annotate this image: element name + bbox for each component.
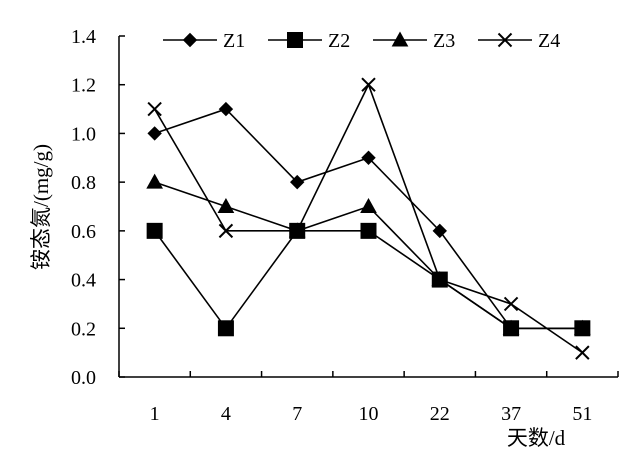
y-tick-label: 0.8	[71, 172, 96, 194]
legend-label-z2: Z2	[328, 30, 350, 52]
x-tick-label: 37	[501, 403, 521, 425]
legend-label-z4: Z4	[538, 30, 560, 52]
x-tick-label: 7	[292, 403, 302, 425]
data-point-z1	[432, 223, 447, 239]
series-z2	[146, 222, 591, 337]
data-point-z1	[361, 150, 376, 165]
data-point-z1	[147, 126, 162, 141]
data-point-z4	[147, 101, 162, 117]
data-point-z4	[361, 77, 376, 92]
legend-item-z4: Z4	[478, 30, 560, 52]
data-point-z4	[432, 272, 447, 287]
series-z1	[147, 101, 590, 336]
x-tick-label: 1	[150, 403, 160, 425]
legend-item-z3: Z3	[373, 30, 455, 52]
series-z4	[147, 77, 590, 360]
y-axis-label: 铵态氮/(mg/g)	[29, 144, 53, 270]
data-point-z4	[575, 345, 590, 360]
legend-item-z2: Z2	[268, 30, 350, 52]
data-point-z3	[574, 319, 591, 335]
data-point-z1	[290, 174, 305, 190]
axes	[118, 35, 619, 378]
data-point-z1	[218, 101, 234, 117]
tick-labels: 0.0 0.2 0.4 0.6 0.8 1.0 1.2 1.4 1 4 7 10 22 37 51	[71, 26, 592, 425]
legend-marker-z1	[182, 32, 198, 48]
x-tick-label: 22	[430, 403, 450, 425]
legend-marker-z3	[391, 31, 409, 47]
legend: Z1 Z2 Z3 Z4	[163, 30, 560, 52]
y-tick-label: 1.2	[71, 75, 96, 97]
y-tick-label: 1.4	[71, 26, 96, 48]
data-point-z4	[503, 296, 519, 312]
data-point-z3	[217, 197, 235, 213]
y-tick-label: 0.0	[71, 367, 96, 389]
data-point-z4	[218, 223, 234, 239]
x-tick-label: 10	[359, 403, 379, 425]
y-tick-label: 0.2	[71, 318, 96, 340]
data-point-z3	[502, 319, 520, 335]
data-point-z2	[360, 222, 377, 239]
series-line-z2	[153, 230, 583, 330]
series-line-z4	[153, 82, 583, 354]
y-tick-label: 1.0	[71, 123, 96, 145]
x-tick-label: 51	[572, 403, 592, 425]
x-tick-label: 4	[221, 403, 231, 425]
series-lines	[146, 77, 591, 360]
data-point-z2	[146, 222, 163, 239]
legend-label-z1: Z1	[223, 30, 245, 52]
legend-marker-z4	[497, 32, 513, 48]
data-point-z3	[360, 197, 377, 213]
data-point-z4	[290, 223, 305, 239]
y-tick-label: 0.6	[71, 221, 96, 243]
data-point-z2	[217, 320, 234, 337]
legend-label-z3: Z3	[433, 30, 455, 52]
x-axis-label: 天数/d	[507, 426, 566, 450]
y-tick-label: 0.4	[71, 270, 96, 292]
legend-item-z1: Z1	[163, 30, 245, 52]
data-point-z3	[146, 173, 163, 189]
legend-marker-z2	[287, 32, 303, 48]
